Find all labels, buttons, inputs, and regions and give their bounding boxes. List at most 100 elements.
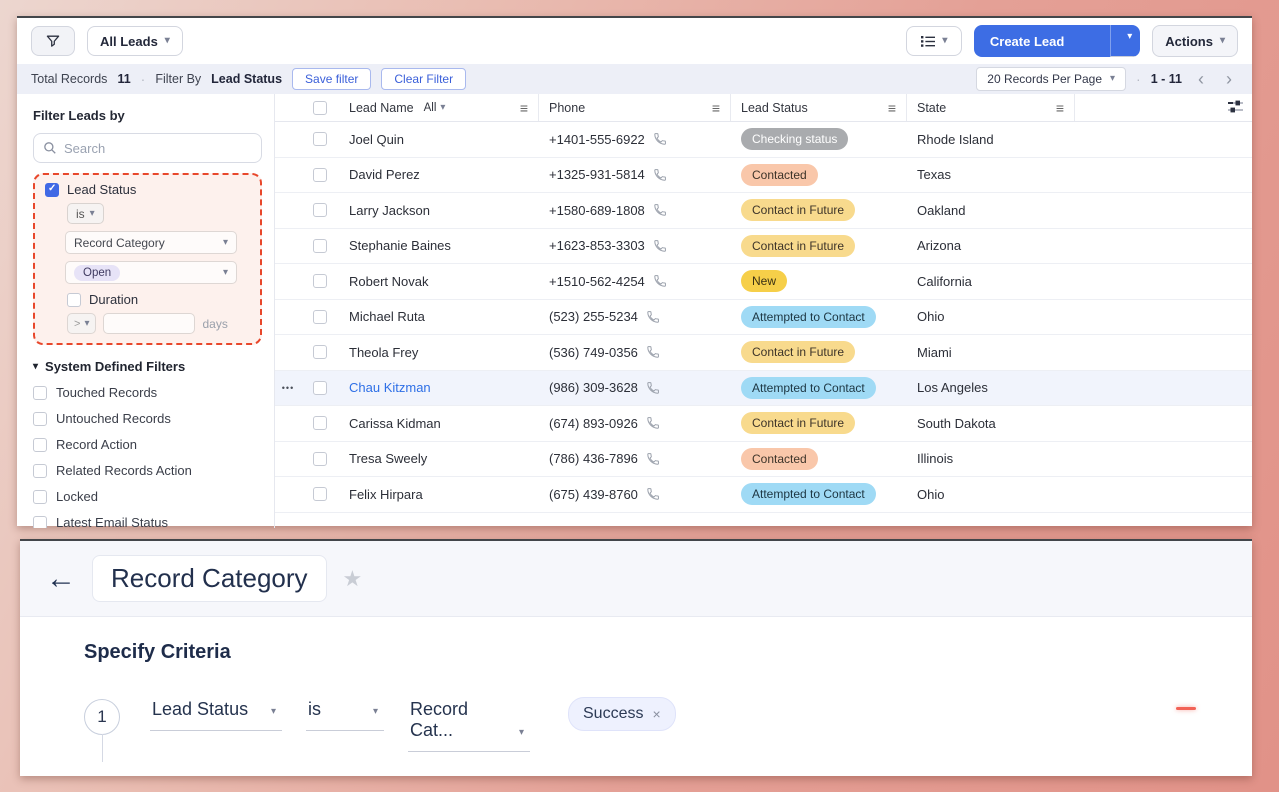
record-category-select[interactable]: Record Category ▾ — [65, 231, 237, 254]
category-value-select[interactable]: Open ▾ — [65, 261, 237, 284]
sidebar-item-untouched-records[interactable]: Untouched Records — [33, 411, 262, 426]
row-checkbox[interactable] — [313, 487, 327, 502]
select-all-checkbox[interactable] — [313, 100, 327, 115]
lead-name-link[interactable]: Chau Kitzman — [349, 380, 431, 396]
star-icon[interactable]: ★ — [342, 565, 363, 591]
table-row[interactable]: Tresa Sweely (786) 436-7896 Contacted Il… — [275, 442, 1252, 477]
phone-icon[interactable] — [653, 274, 667, 288]
column-header-lead-status[interactable]: Lead Status ≡ — [731, 94, 907, 121]
table-row[interactable]: Robert Novak +1510-562-4254 New Californ… — [275, 264, 1252, 300]
column-menu-icon[interactable]: ≡ — [887, 99, 896, 116]
operator-select[interactable]: is ▾ — [67, 203, 104, 224]
filter-checkbox[interactable] — [33, 385, 47, 400]
column-header-phone[interactable]: Phone ≡ — [539, 94, 731, 121]
clear-filter-button[interactable]: Clear Filter — [381, 68, 467, 90]
filter-checkbox[interactable] — [33, 489, 47, 504]
lead-name-cell[interactable]: Tresa Sweely — [349, 451, 428, 467]
filter-checkbox[interactable] — [33, 515, 47, 528]
view-picker-button[interactable]: All Leads ▾ — [87, 26, 183, 56]
phone-icon[interactable] — [646, 310, 660, 324]
table-row[interactable]: Theola Frey (536) 749-0356 Contact in Fu… — [275, 335, 1252, 371]
duration-days-input[interactable] — [103, 313, 196, 334]
lead-name-all-dropdown[interactable]: All ▾ — [423, 101, 446, 114]
phone-icon[interactable] — [653, 132, 667, 146]
sidebar-search[interactable] — [33, 133, 262, 163]
row-checkbox[interactable] — [313, 132, 327, 147]
lead-name-cell[interactable]: Felix Hirpara — [349, 486, 423, 502]
create-lead-split-button[interactable]: Create Lead ▾ — [973, 25, 1141, 57]
record-category-title-input[interactable]: Record Category — [92, 555, 327, 602]
lead-name-cell[interactable]: David Perez — [349, 167, 420, 183]
chip-remove-icon[interactable]: × — [652, 706, 661, 722]
phone-icon[interactable] — [653, 203, 667, 217]
table-row[interactable]: Felix Hirpara (675) 439-8760 Attempted t… — [275, 477, 1252, 513]
remove-criteria-button[interactable] — [1176, 707, 1196, 710]
back-arrow-icon[interactable]: ← — [46, 561, 76, 595]
phone-icon[interactable] — [646, 416, 660, 430]
row-checkbox[interactable] — [313, 238, 327, 253]
lead-name-cell[interactable]: Stephanie Baines — [349, 238, 451, 254]
row-checkbox[interactable] — [313, 416, 327, 431]
lead-name-cell[interactable]: Robert Novak — [349, 273, 429, 289]
phone-icon[interactable] — [646, 345, 660, 359]
lead-status-filter-row[interactable]: Lead Status — [45, 182, 250, 197]
sidebar-item-related-records-action[interactable]: Related Records Action — [33, 463, 262, 478]
system-defined-filters-header[interactable]: ▾ System Defined Filters — [33, 359, 262, 374]
row-checkbox[interactable] — [313, 167, 327, 182]
sidebar-item-latest-email-status[interactable]: Latest Email Status — [33, 515, 262, 528]
manage-columns-icon[interactable] — [1227, 99, 1244, 114]
lead-name-cell[interactable]: Michael Ruta — [349, 309, 425, 325]
criteria-operator-select[interactable]: is ▾ — [306, 693, 384, 731]
sidebar-item-touched-records[interactable]: Touched Records — [33, 385, 262, 400]
column-menu-icon[interactable]: ≡ — [711, 99, 720, 116]
table-row[interactable]: Stephanie Baines +1623-853-3303 Contact … — [275, 229, 1252, 264]
table-row[interactable]: David Perez +1325-931-5814 Contacted Tex… — [275, 158, 1252, 193]
phone-icon[interactable] — [646, 381, 660, 395]
sidebar-item-record-action[interactable]: Record Action — [33, 437, 262, 452]
duration-filter-row[interactable]: Duration — [67, 292, 250, 307]
filter-checkbox[interactable] — [33, 411, 47, 426]
records-per-page-select[interactable]: 20 Records Per Page ▾ — [976, 67, 1127, 91]
table-row[interactable]: Joel Quin +1401-555-6922 Checking status… — [275, 122, 1252, 158]
duration-checkbox[interactable] — [67, 292, 81, 307]
lead-name-cell[interactable]: Larry Jackson — [349, 202, 430, 218]
row-checkbox[interactable] — [313, 203, 327, 218]
table-row-hovered[interactable]: ••• Chau Kitzman (986) 309-3628 Attempte… — [275, 370, 1252, 406]
phone-icon[interactable] — [653, 239, 667, 253]
prev-page-icon[interactable]: ‹ — [1198, 69, 1204, 89]
row-checkbox[interactable] — [313, 451, 327, 466]
search-input[interactable] — [64, 140, 252, 156]
column-menu-icon[interactable]: ≡ — [519, 99, 528, 116]
column-header-state[interactable]: State ≡ — [907, 94, 1075, 121]
table-row[interactable]: Carissa Kidman (674) 893-0926 Contact in… — [275, 406, 1252, 442]
actions-button[interactable]: Actions ▾ — [1152, 25, 1238, 57]
row-menu-icon[interactable]: ••• — [281, 382, 295, 393]
list-layout-button[interactable]: ▾ — [905, 26, 962, 56]
row-checkbox[interactable] — [313, 345, 327, 360]
row-checkbox[interactable] — [313, 380, 327, 395]
table-row[interactable]: Larry Jackson +1580-689-1808 Contact in … — [275, 193, 1252, 229]
row-checkbox[interactable] — [313, 309, 327, 324]
criteria-value-select[interactable]: Record Cat... ▾ — [408, 693, 530, 752]
lead-name-cell[interactable]: Carissa Kidman — [349, 415, 441, 431]
lead-status-checkbox[interactable] — [45, 182, 59, 197]
table-row[interactable]: Michael Ruta (523) 255-5234 Attempted to… — [275, 300, 1252, 335]
row-checkbox[interactable] — [313, 274, 327, 289]
create-lead-dropdown[interactable]: ▾ — [1110, 25, 1141, 57]
filter-checkbox[interactable] — [33, 437, 47, 452]
create-lead-button[interactable]: Create Lead — [989, 33, 1065, 49]
phone-icon[interactable] — [646, 487, 660, 501]
sidebar-item-locked[interactable]: Locked — [33, 489, 262, 504]
next-page-icon[interactable]: › — [1226, 69, 1232, 89]
save-filter-button[interactable]: Save filter — [292, 68, 372, 90]
lead-name-cell[interactable]: Joel Quin — [349, 131, 404, 147]
phone-icon[interactable] — [646, 452, 660, 466]
filter-toggle-button[interactable] — [31, 26, 75, 56]
column-menu-icon[interactable]: ≡ — [1055, 99, 1064, 116]
column-header-lead-name[interactable]: Lead Name All ▾ ≡ — [339, 94, 539, 121]
phone-icon[interactable] — [653, 168, 667, 182]
duration-operator-select[interactable]: > ▾ — [67, 313, 97, 334]
criteria-field-select[interactable]: Lead Status ▾ — [150, 693, 282, 731]
filter-checkbox[interactable] — [33, 463, 47, 478]
lead-name-cell[interactable]: Theola Frey — [349, 344, 419, 360]
